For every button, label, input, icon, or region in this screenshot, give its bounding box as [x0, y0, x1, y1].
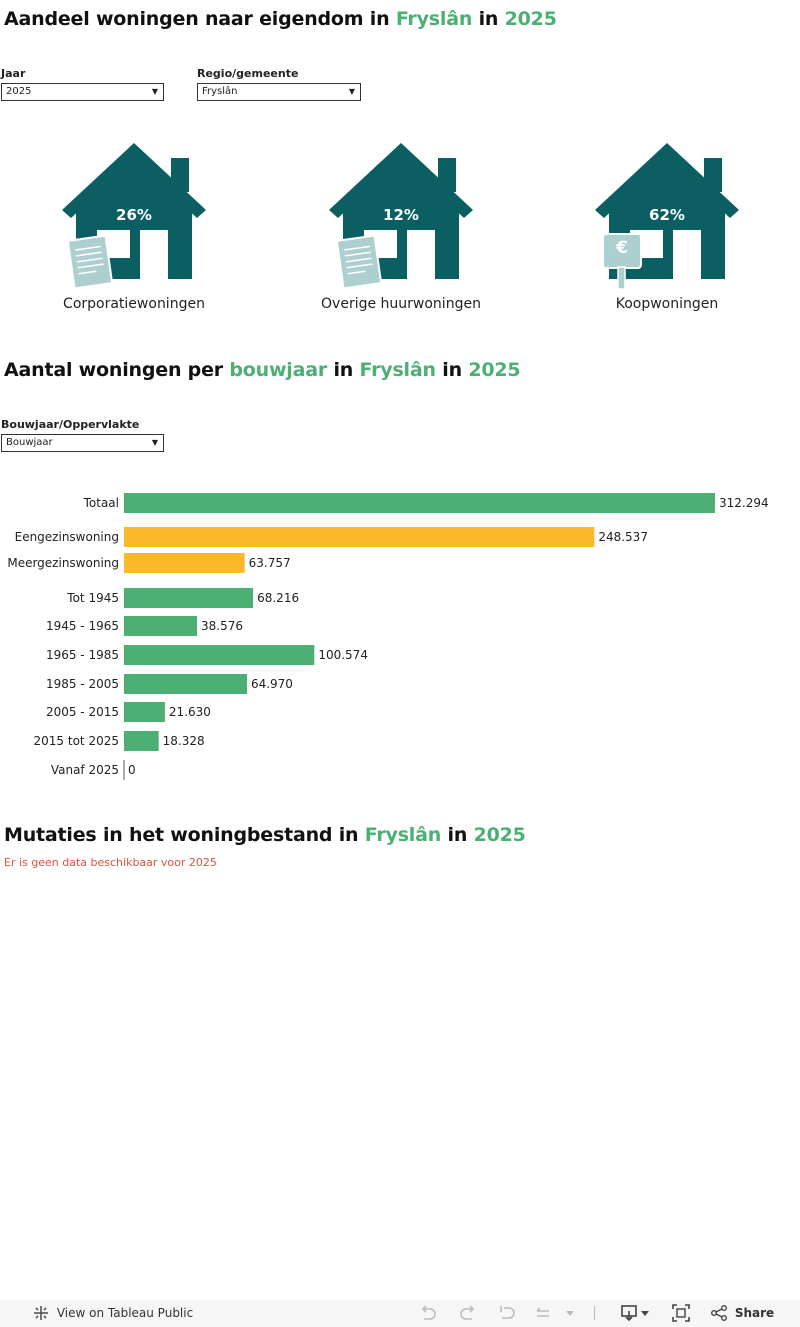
- bar-category-label: Meergezinswoning: [7, 556, 119, 570]
- bar[interactable]: [124, 645, 315, 665]
- fullscreen-icon: [672, 1304, 690, 1322]
- title-year: 2025: [468, 359, 521, 381]
- redo-button[interactable]: [458, 1303, 478, 1326]
- view-on-tableau-label: View on Tableau Public: [56, 1305, 194, 1320]
- house-pct: 12%: [383, 206, 419, 224]
- section1-title: Aandeel woningen naar eigendom in Fryslâ…: [4, 8, 557, 30]
- title-year: 2025: [473, 824, 526, 846]
- bar-category-label: 1965 - 1985: [46, 648, 119, 662]
- bar[interactable]: [124, 674, 247, 694]
- section2-title: Aantal woningen per bouwjaar in Fryslân …: [4, 359, 521, 381]
- view-on-tableau-link[interactable]: View on Tableau Public: [32, 1304, 193, 1322]
- bar-category-label: Vanaf 2025: [51, 763, 119, 777]
- title-text-in: in: [478, 8, 499, 30]
- revert-button[interactable]: [497, 1303, 517, 1326]
- share-button[interactable]: Share: [710, 1304, 774, 1322]
- house-pct: 26%: [116, 206, 152, 224]
- tableau-logo-icon: [34, 1306, 48, 1320]
- bar-value-label: 21.630: [169, 705, 211, 719]
- bar-chart-svg: Totaal 312.294 Eengezinswoning 248.537 Meerg…: [7, 493, 769, 780]
- bar-value-label: 0: [128, 763, 136, 777]
- title-year: 2025: [504, 8, 557, 30]
- dropdown-arrow-icon: ▼: [151, 438, 158, 447]
- bar-category-label: Tot 1945: [66, 591, 119, 605]
- bar-chart: Totaal 312.294 Eengezinswoning 248.537 Meerg…: [0, 480, 800, 790]
- bar-category-label: 1985 - 2005: [46, 677, 119, 691]
- euro-symbol: €: [616, 238, 628, 258]
- title-text: Aantal woningen per: [4, 359, 223, 381]
- bar[interactable]: [124, 616, 198, 636]
- toolbar-divider: [594, 1306, 595, 1320]
- download-icon: [621, 1305, 649, 1322]
- tableau-toolbar: View on Tableau Public Share: [0, 1300, 800, 1327]
- bouwjaar-select[interactable]: Bouwjaar ▼: [1, 434, 164, 452]
- bar[interactable]: [124, 588, 254, 608]
- region-filter-label: Regio/gemeente: [197, 67, 299, 80]
- bar-value-label: 38.576: [201, 619, 243, 633]
- no-data-message: Er is geen data beschikbaar voor 2025: [4, 856, 217, 869]
- bar[interactable]: [124, 553, 245, 573]
- undo-button[interactable]: [418, 1303, 438, 1326]
- year-select[interactable]: 2025 ▼: [1, 83, 164, 101]
- bar-category-label: 1945 - 1965: [46, 619, 119, 633]
- bar[interactable]: [124, 493, 715, 513]
- dropdown-arrow-icon: ▼: [348, 87, 355, 96]
- title-region: Fryslân: [395, 8, 473, 30]
- fullscreen-button[interactable]: [671, 1303, 691, 1326]
- house-label: Corporatiewoningen: [63, 296, 205, 312]
- share-icon: [711, 1305, 727, 1321]
- document-icon: [66, 234, 114, 290]
- revert-icon: [500, 1306, 515, 1319]
- house-koop: € 62%: [592, 138, 742, 290]
- region-select-value: Fryslân: [202, 86, 238, 97]
- section3-title: Mutaties in het woningbestand in Fryslân…: [4, 824, 526, 846]
- dropdown-arrow-icon: ▼: [151, 87, 158, 96]
- bar-category-label: Eengezinswoning: [15, 530, 119, 544]
- title-text-in: in: [442, 359, 462, 381]
- house-corporatie: 26%: [59, 138, 209, 290]
- bar-value-label: 63.757: [249, 556, 291, 570]
- bar-value-label: 64.970: [251, 677, 293, 691]
- title-variable: bouwjaar: [229, 359, 328, 381]
- document-icon: [335, 234, 383, 290]
- undo-icon: [421, 1305, 436, 1320]
- bouwjaar-select-value: Bouwjaar: [6, 437, 53, 448]
- download-button[interactable]: [620, 1303, 652, 1326]
- bar-value-label: 312.294: [719, 496, 769, 510]
- title-text: Aandeel woningen naar eigendom in: [4, 8, 390, 30]
- house-pct: 62%: [649, 206, 685, 224]
- bar[interactable]: [124, 702, 165, 722]
- title-text: Mutaties in het woningbestand in: [4, 824, 359, 846]
- redo-icon: [460, 1305, 475, 1320]
- region-select[interactable]: Fryslân ▼: [197, 83, 361, 101]
- bar-value-label: 100.574: [318, 648, 368, 662]
- title-text-in: in: [333, 359, 354, 381]
- euro-sign-icon: [602, 233, 642, 290]
- bar[interactable]: [124, 731, 159, 751]
- title-region: Fryslân: [359, 359, 436, 381]
- house-overige-huur: 12%: [326, 138, 476, 290]
- refresh-button[interactable]: [534, 1303, 574, 1326]
- share-label: Share: [734, 1305, 775, 1320]
- title-text-in: in: [447, 824, 468, 846]
- year-select-value: 2025: [6, 86, 32, 97]
- bar-category-label: 2015 tot 2025: [34, 734, 119, 748]
- bar-value-label: 68.216: [257, 591, 299, 605]
- bar[interactable]: [124, 527, 595, 547]
- bar-category-label: 2005 - 2015: [46, 705, 119, 719]
- bar-category-label: Totaal: [83, 496, 119, 510]
- house-label: Koopwoningen: [615, 296, 719, 312]
- title-region: Fryslân: [364, 824, 442, 846]
- house-label: Overige huurwoningen: [321, 296, 481, 312]
- bar-value-label: 18.328: [163, 734, 205, 748]
- bar-value-label: 248.537: [598, 530, 648, 544]
- bouwjaar-filter-label: Bouwjaar/Oppervlakte: [1, 418, 140, 431]
- refresh-icon: [536, 1307, 574, 1317]
- year-filter-label: Jaar: [1, 67, 26, 80]
